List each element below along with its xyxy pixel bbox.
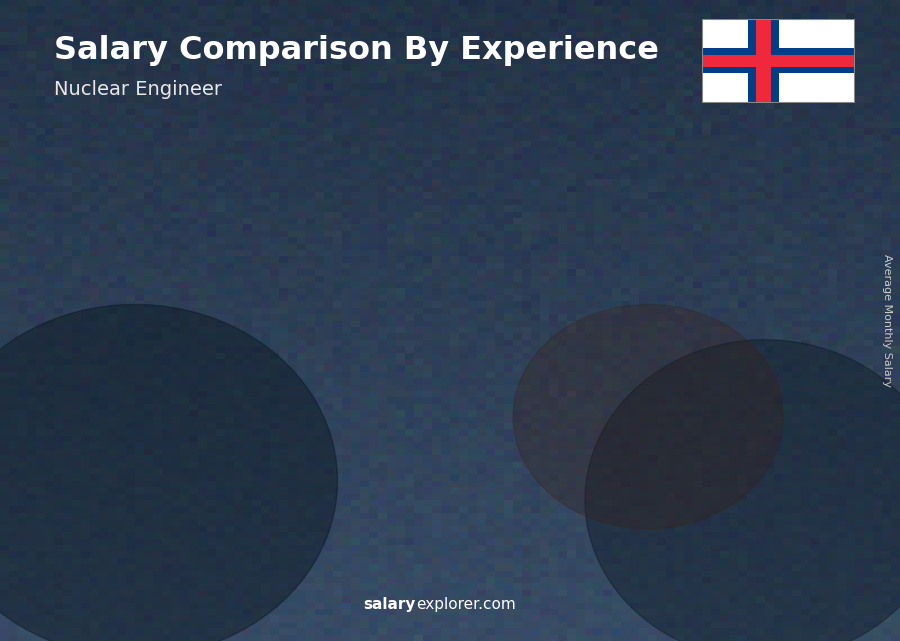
Polygon shape [319,366,400,563]
Text: +nan%: +nan% [379,194,444,212]
Polygon shape [400,351,413,563]
Text: Nuclear Engineer: Nuclear Engineer [54,80,222,99]
Text: 5 to 10: 5 to 10 [335,581,390,595]
Text: < 2 Years: < 2 Years [102,581,176,595]
Text: +nan%: +nan% [626,46,690,65]
Text: 10 to 15: 10 to 15 [451,581,516,595]
Polygon shape [564,219,659,235]
Text: 2 to 5: 2 to 5 [225,581,270,595]
Polygon shape [95,475,190,490]
Polygon shape [688,169,769,563]
Polygon shape [440,297,520,563]
Text: 0 DKK: 0 DKK [594,198,629,211]
Text: 0 DKK: 0 DKK [57,454,92,467]
Text: +nan%: +nan% [260,272,326,290]
Bar [756,19,770,103]
Text: 0 DKK: 0 DKK [470,261,505,274]
Polygon shape [319,351,413,366]
Polygon shape [203,436,284,563]
Text: Average Monthly Salary: Average Monthly Salary [881,254,892,387]
Text: explorer.com: explorer.com [416,597,516,612]
Polygon shape [564,235,644,563]
Polygon shape [644,219,659,563]
Ellipse shape [0,304,338,641]
Text: 0 DKK: 0 DKK [718,132,753,145]
Polygon shape [176,475,190,563]
Text: 0 DKK: 0 DKK [233,399,269,413]
Text: 0 DKK: 0 DKK [348,329,383,342]
Text: 15 to 20: 15 to 20 [575,581,640,595]
Ellipse shape [585,340,900,641]
Ellipse shape [513,304,783,529]
Polygon shape [688,154,783,169]
Text: +nan%: +nan% [148,351,214,369]
Polygon shape [520,283,535,563]
Bar [702,54,855,67]
Text: salary: salary [364,597,416,612]
Bar [748,19,778,103]
Text: Salary Comparison By Experience: Salary Comparison By Experience [54,35,659,66]
Text: 20+ Years: 20+ Years [693,581,771,595]
Polygon shape [440,283,535,297]
Polygon shape [95,490,176,563]
Bar [702,48,855,73]
Polygon shape [769,154,783,563]
Polygon shape [284,421,299,563]
Polygon shape [203,421,299,436]
Text: +nan%: +nan% [501,122,566,140]
